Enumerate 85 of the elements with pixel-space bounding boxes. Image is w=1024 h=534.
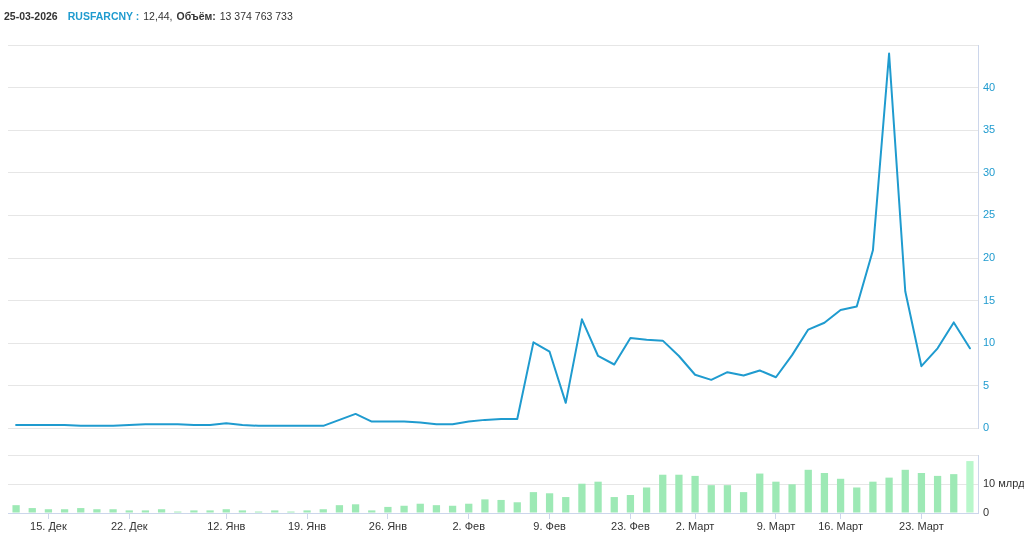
bar	[626, 495, 635, 513]
bar	[772, 481, 780, 513]
y-tick-label: 0	[983, 421, 990, 434]
bar	[190, 510, 198, 513]
bar	[950, 474, 958, 513]
bar	[222, 509, 230, 513]
bar	[271, 510, 279, 513]
y-tick-label: 20	[983, 251, 996, 264]
x-tick-label: 9. Фев	[533, 519, 567, 532]
text: 12,44,	[143, 10, 173, 22]
bar	[238, 510, 247, 513]
bar	[77, 508, 85, 513]
bar	[691, 475, 699, 513]
bar	[869, 481, 877, 513]
bar	[93, 509, 101, 513]
y-tick-label: 25	[983, 208, 996, 221]
bar	[578, 483, 586, 513]
bar	[141, 510, 150, 513]
bar	[788, 484, 796, 513]
bar	[206, 510, 214, 513]
bar	[933, 475, 942, 513]
bar	[820, 472, 829, 513]
text: Объём:	[176, 10, 216, 22]
bar	[481, 499, 489, 513]
x-tick-label: 12. Янв	[207, 519, 246, 532]
y-tick-label: 5	[983, 378, 990, 391]
bar	[384, 506, 392, 513]
x-tick-label: 2. Фев	[452, 519, 486, 532]
y-tick-label: 10	[983, 336, 996, 349]
bar	[60, 509, 69, 513]
bar	[335, 505, 344, 513]
text: 25-03-2026	[4, 10, 58, 22]
bar	[28, 508, 36, 513]
bar	[853, 487, 861, 513]
bar	[610, 497, 618, 513]
bar	[432, 505, 441, 513]
y-tick-label: 0	[983, 506, 990, 519]
bar	[594, 481, 602, 513]
bar	[545, 493, 554, 513]
x-tick-label: 26. Янв	[368, 519, 408, 532]
bar	[368, 510, 376, 513]
bar	[303, 510, 311, 513]
x-tick-label: 9. Март	[756, 519, 796, 532]
text: RUSFARCNY :	[67, 10, 140, 22]
x-tick-label: 22. Дек	[110, 519, 148, 532]
x-tick-label: 2. Март	[675, 519, 715, 532]
bar	[659, 474, 667, 513]
bar	[351, 504, 360, 513]
bar	[109, 509, 117, 513]
bar	[562, 497, 570, 513]
bar	[125, 510, 133, 513]
y-tick-label: 30	[983, 165, 996, 178]
bar	[44, 509, 53, 513]
y-tick-label: 40	[983, 80, 996, 93]
bar	[917, 472, 926, 513]
bar	[448, 505, 457, 513]
bar	[804, 469, 812, 513]
y-tick-label: 15	[983, 293, 996, 306]
bar	[723, 485, 732, 513]
bar	[675, 474, 683, 513]
bar	[319, 509, 327, 513]
x-tick-label: 16. Март	[818, 519, 863, 532]
bar	[465, 503, 473, 513]
x-tick-label: 19. Янв	[287, 519, 327, 532]
bar	[966, 461, 974, 513]
bar	[756, 473, 764, 513]
y-tick-label: 10 млрд	[983, 477, 1024, 490]
bar	[642, 487, 651, 513]
bar	[157, 509, 166, 513]
bar	[885, 477, 893, 513]
bar	[901, 469, 909, 513]
x-tick-label: 15. Дек	[30, 519, 67, 532]
bar	[529, 492, 538, 513]
bar	[836, 478, 845, 513]
x-tick-label: 23. Март	[899, 519, 944, 532]
bar	[12, 505, 20, 513]
bar	[707, 485, 715, 513]
bar	[400, 505, 408, 513]
bar	[513, 502, 521, 513]
bar	[416, 503, 424, 513]
bar	[497, 499, 505, 513]
x-tick-label: 23. Фев	[611, 519, 650, 532]
y-tick-label: 35	[983, 123, 996, 136]
bar	[739, 492, 748, 513]
text: 13 374 763 733	[219, 10, 293, 22]
